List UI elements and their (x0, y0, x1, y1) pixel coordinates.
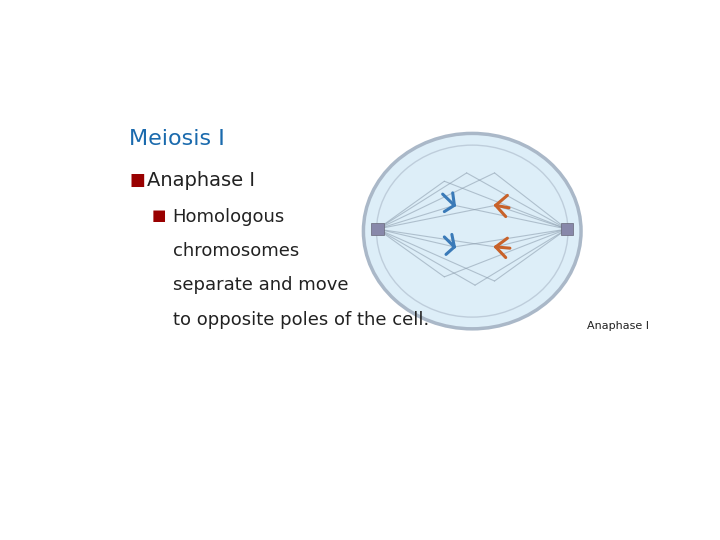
Ellipse shape (364, 133, 581, 329)
Text: Anaphase I: Anaphase I (587, 321, 649, 330)
Text: ■: ■ (129, 171, 145, 189)
Bar (561, 223, 573, 235)
Bar (372, 223, 384, 235)
Text: ■: ■ (151, 208, 166, 223)
Text: Anaphase I: Anaphase I (148, 171, 256, 190)
Text: chromosomes: chromosomes (173, 242, 299, 260)
Text: Meiosis I: Meiosis I (129, 129, 225, 149)
Text: separate and move: separate and move (173, 276, 348, 294)
Text: to opposite poles of the cell.: to opposite poles of the cell. (173, 310, 429, 328)
Text: Homologous: Homologous (173, 208, 285, 226)
